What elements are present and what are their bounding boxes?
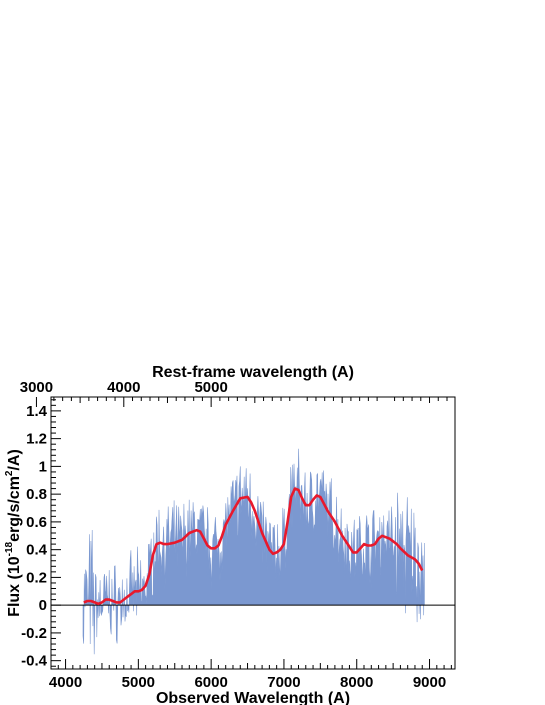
y-label-exponent: -18: [4, 541, 15, 556]
plot-area: [51, 448, 455, 655]
y-tick-label: 0.8: [26, 486, 47, 503]
raw-spectrum-fill: [82, 448, 425, 655]
y-tick-label: 0: [39, 597, 47, 614]
y-label-squared: 2: [4, 470, 15, 476]
x-tick-label: 9000: [413, 674, 446, 691]
top-tick-label: 4000: [107, 379, 140, 396]
y-tick-label: 0.6: [26, 514, 47, 531]
y-tick-label: 0.4: [26, 542, 48, 559]
y-label-part-2: erg/s/cm: [6, 476, 23, 542]
x-tick-label: 5000: [122, 674, 155, 691]
smoothed-spectrum-line: [83, 487, 424, 606]
y-tick-label: 0.2: [26, 569, 47, 586]
x-tick-label: 4000: [49, 674, 82, 691]
x-tick-label: 7000: [267, 674, 300, 691]
x-tick-label: 6000: [194, 674, 227, 691]
y-label-part-3: /A): [6, 449, 23, 470]
top-axis-label: Rest-frame wavelength (A): [152, 364, 354, 381]
y-axis-label: Flux (10-18erg/s/cm2/A): [4, 449, 23, 617]
y-label-part-1: Flux (10: [6, 556, 23, 617]
x-tick-label: 8000: [340, 674, 373, 691]
top-tick-label: 5000: [194, 379, 227, 396]
axis-ticks: 4000 5000 6000 7000 8000 9000 3000 4000 5000 -0.4…: [20, 379, 452, 691]
top-tick-label: 3000: [20, 379, 53, 396]
y-tick-label: -0.4: [21, 653, 48, 670]
x-axis-label: Observed Wavelength (A): [156, 690, 350, 705]
y-tick-label: -0.2: [21, 625, 47, 642]
y-tick-label: 1.2: [26, 431, 47, 448]
y-tick-label: 1.4: [26, 403, 48, 420]
y-tick-label: 1: [39, 458, 47, 475]
